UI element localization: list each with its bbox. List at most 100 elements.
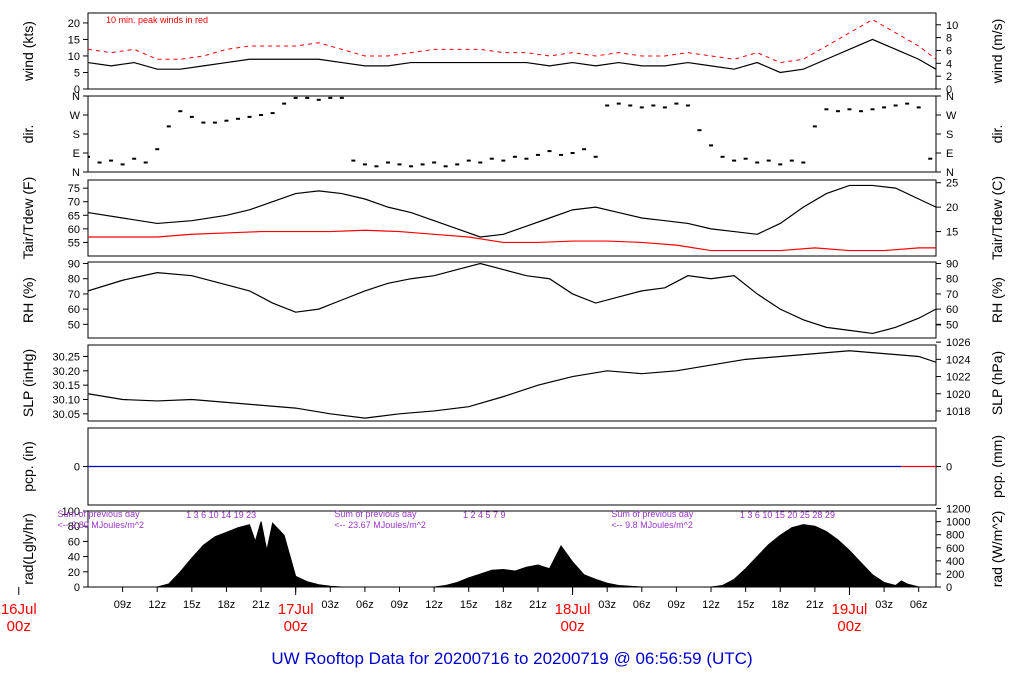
temp-right-tick-label: 25 [946,178,958,190]
dir-point [859,110,864,113]
rh-left-tick-label: 50 [68,319,80,331]
dir-right-tick-label: S [946,129,953,141]
dir-point [709,144,714,147]
panel-pcp: 0 0 pcp. (in) pcp. (mm) [20,427,1005,506]
x-tick-label: 03z [875,599,893,611]
dir-point [212,121,217,124]
dir-point [720,155,725,158]
time-axis: 09z 12z 15z 18z 21z 03z 06z 09z 12z 15z 18z 21z 03z 0… [1,587,928,635]
temp-frame [87,179,937,257]
x-tick-label: 03z [321,599,339,611]
date-label: 18Jul [555,601,591,618]
rad-left-tick-label: 60 [68,536,80,548]
rad-right-tick-label: 1000 [946,517,970,529]
rh-series-line [88,262,936,335]
date-label-hour: 00z [560,618,584,635]
dir-right-tick-label: W [946,110,957,122]
dir-point [328,96,333,99]
dir-point [743,157,748,160]
wind-ylabel-right: wind (m/s) [989,19,1005,85]
rad-hour-labels: 1 3 6 10 14 19 23 [186,510,256,520]
slp-left-tick-label: 30.05 [52,409,80,421]
wind-annotation: 10 min. peak winds in red [106,15,208,25]
wind-plot-area [88,19,936,74]
date-label: 19Jul [832,601,868,618]
panel-slp: 30.05 30.10 30.15 30.20 30.25 1018 1020 1022 102… [20,324,1005,422]
dir-ylabel-left: dir. [20,125,36,144]
pcp-ylabel-left: pcp. (in) [20,441,36,492]
dir-point [282,102,287,105]
dir-point [97,161,102,164]
rh-left-tick-label: 90 [68,259,80,271]
slp-ylabel-right: SLP (hPa) [989,351,1005,415]
dir-point [374,165,379,168]
slp-right-tick-label: 1018 [946,406,970,418]
dir-point [155,148,160,151]
date-label: 17Jul [278,601,314,618]
rad-right-tick-label: 600 [946,543,964,555]
rad-right-tick-label: 800 [946,530,964,542]
rad-note-line2: <-- 23.67 MJoules/m^2 [334,520,426,530]
dir-point [201,121,206,124]
wind-left-tick-label: 0 [74,84,80,96]
dir-point [293,96,298,99]
rad-note-line1: Sum of previous day [611,509,694,519]
dir-point [88,155,90,158]
dir-point [362,163,367,166]
rh-right-tick-label: 50 [946,319,958,331]
rh-left-tick-label: 80 [68,274,80,286]
rh-right-tick-label: 80 [946,274,958,286]
wind-right-tick-label: 10 [946,20,958,32]
dir-point [570,152,575,154]
temp-right-tick-label: 15 [946,227,958,239]
rh-right-tick-label: 90 [946,259,958,271]
rad-note-line1: Sum of previous day [58,509,141,519]
rad-note-line2: <-- 2.80 MJoules/m^2 [58,520,145,530]
rad-plot-area [157,521,919,587]
wind-right-tick-label: 6 [946,45,952,57]
footer-title: UW Rooftop Data for 20200716 to 20200719… [271,649,753,668]
dir-point [420,163,425,166]
temp-left-tick-label: 75 [68,183,80,195]
wind-right-tick-label: 2 [946,71,952,83]
dir-point [847,108,852,111]
wind-ylabel-left: wind (kts) [20,21,36,82]
dir-point [835,110,840,113]
temp-left-tick-label: 55 [68,237,80,249]
dir-point [466,159,471,162]
dir-point [789,159,794,162]
dir-point [755,161,760,164]
x-tick-label: 18z [771,599,789,611]
slp-right-tick-label: 1020 [946,389,970,401]
slp-left-tick-label: 30.25 [52,351,80,363]
dir-point [259,114,264,116]
dir-point [455,163,460,166]
rad-area [157,521,919,587]
rh-left-tick-label: 70 [68,289,80,301]
dir-point [120,163,125,166]
slp-left-tick-label: 30.15 [52,380,80,392]
rad-left-tick-label: 80 [68,521,80,533]
dir-point [316,98,321,101]
rad-right-tick-label: 200 [946,569,964,581]
dir-point [305,96,310,99]
dir-point [501,159,506,162]
slp-frame [87,344,937,422]
dir-point [905,102,910,105]
date-label-hour: 00z [284,618,308,635]
rh-left-tick-label: 60 [68,304,80,316]
rad-right-tick-label: 400 [946,556,964,568]
temp-left-tick-label: 65 [68,210,80,222]
rad-ylabel-right: rad (W/m^2) [989,511,1005,588]
rad-left-tick-label: 100 [62,506,80,518]
rad-note-line1: Sum of previous day [334,509,417,519]
slp-left-tick-label: 30.20 [52,366,80,378]
temp-left-tick-label: 60 [68,224,80,236]
rad-right-tick-label: 1200 [946,504,970,516]
dir-point [928,157,933,160]
